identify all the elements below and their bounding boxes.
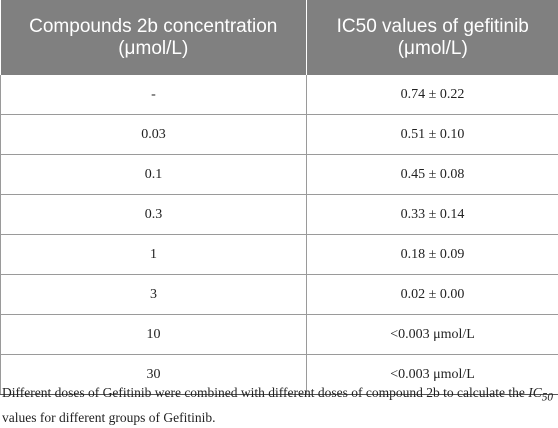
footnote-ic-text: IC bbox=[528, 385, 542, 400]
cell-concentration: 1 bbox=[1, 235, 307, 275]
header-concentration-line2: (μmol/L) bbox=[1, 38, 307, 60]
cell-concentration: 0.3 bbox=[1, 195, 307, 235]
header-ic50: IC50 values of gefitinib (μmol/L) bbox=[307, 0, 558, 75]
table-row: 1 0.18 ± 0.09 bbox=[1, 235, 558, 275]
cell-ic50: <0.003 μmol/L bbox=[307, 315, 558, 355]
cell-ic50: 0.33 ± 0.14 bbox=[307, 195, 558, 235]
footnote-ic-subscript: 50 bbox=[542, 392, 553, 404]
cell-ic50: 0.74 ± 0.22 bbox=[307, 75, 558, 115]
table-body: - 0.74 ± 0.22 0.03 0.51 ± 0.10 0.1 0.45 … bbox=[1, 75, 558, 395]
cell-concentration: 10 bbox=[1, 315, 307, 355]
cell-concentration: 0.1 bbox=[1, 155, 307, 195]
ic50-table: Compounds 2b concentration (μmol/L) IC50… bbox=[0, 0, 558, 395]
cell-concentration: - bbox=[1, 75, 307, 115]
cell-ic50: 0.45 ± 0.08 bbox=[307, 155, 558, 195]
header-row: Compounds 2b concentration (μmol/L) IC50… bbox=[1, 0, 558, 75]
table-footnote: Different doses of Gefitinib were combin… bbox=[2, 383, 556, 428]
cell-ic50: 0.18 ± 0.09 bbox=[307, 235, 558, 275]
table-row: 0.03 0.51 ± 0.10 bbox=[1, 115, 558, 155]
table-row: 0.1 0.45 ± 0.08 bbox=[1, 155, 558, 195]
cell-concentration: 3 bbox=[1, 275, 307, 315]
header-ic50-line2: (μmol/L) bbox=[307, 38, 558, 60]
table-row: - 0.74 ± 0.22 bbox=[1, 75, 558, 115]
cell-ic50: 0.51 ± 0.10 bbox=[307, 115, 558, 155]
table-header: Compounds 2b concentration (μmol/L) IC50… bbox=[1, 0, 558, 75]
table-row: 10 <0.003 μmol/L bbox=[1, 315, 558, 355]
header-concentration-line1: Compounds 2b concentration bbox=[1, 16, 307, 38]
footnote-text-after: values for different groups of Gefitinib… bbox=[2, 410, 215, 425]
footnote-ic-italic: IC50 bbox=[528, 385, 553, 400]
footnote-text-before: Different doses of Gefitinib were combin… bbox=[2, 385, 528, 400]
table-row: 0.3 0.33 ± 0.14 bbox=[1, 195, 558, 235]
header-concentration: Compounds 2b concentration (μmol/L) bbox=[1, 0, 307, 75]
cell-concentration: 0.03 bbox=[1, 115, 307, 155]
cell-ic50: 0.02 ± 0.00 bbox=[307, 275, 558, 315]
table-row: 3 0.02 ± 0.00 bbox=[1, 275, 558, 315]
header-ic50-line1: IC50 values of gefitinib bbox=[307, 16, 558, 38]
